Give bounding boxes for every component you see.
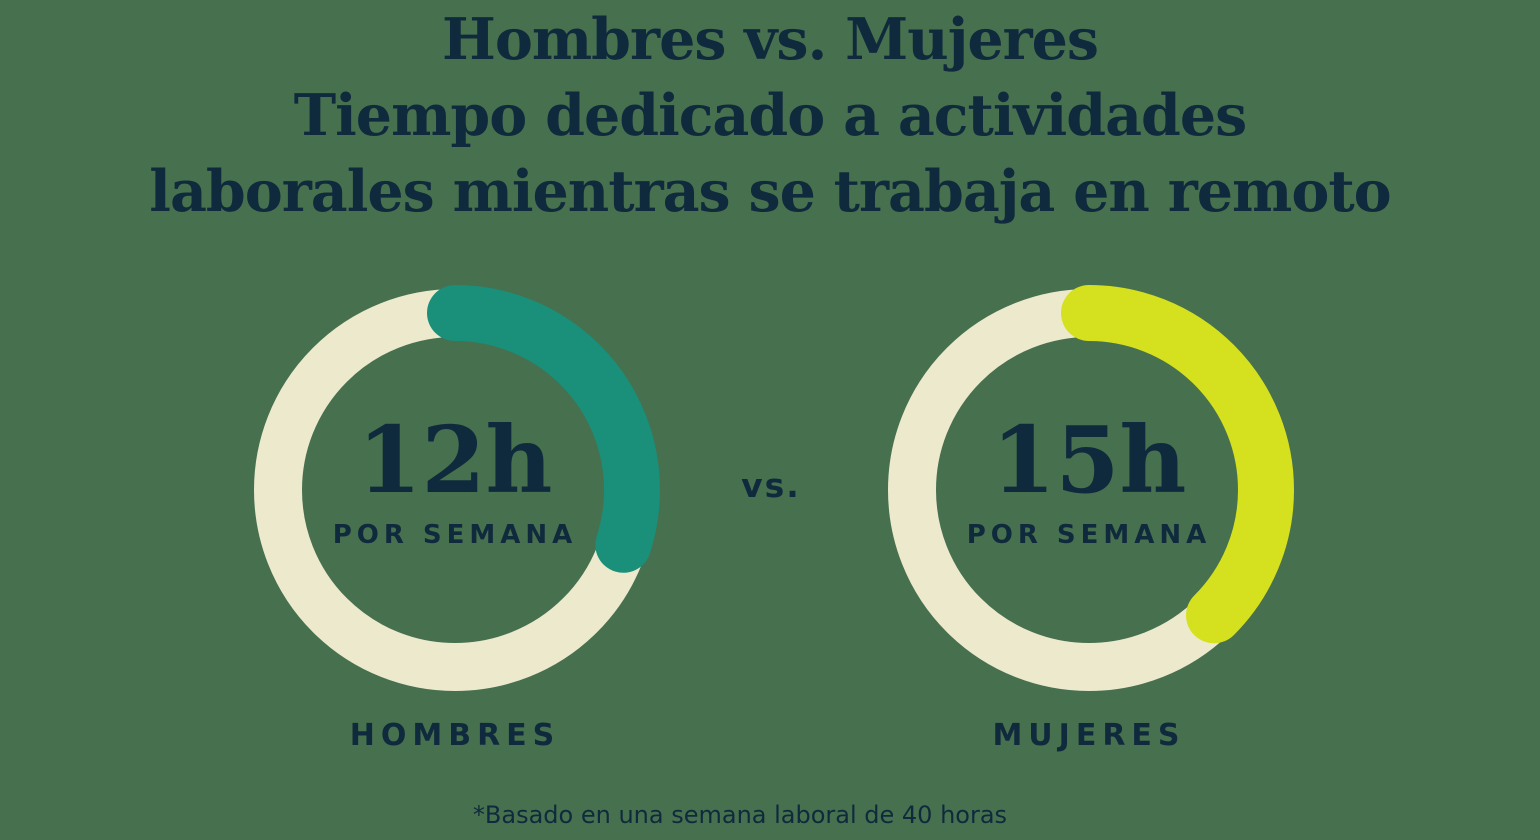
- donut-svg: [250, 285, 660, 695]
- vs-label: vs.: [741, 466, 801, 505]
- donut-svg: [884, 285, 1294, 695]
- donut-arc: [884, 285, 1294, 695]
- donut-arc: [250, 285, 660, 695]
- title-line-2: Tiempo dedicado a actividades: [293, 82, 1248, 149]
- group-label-mujeres: MUJERES: [992, 718, 1186, 753]
- title-line-1: Hombres vs. Mujeres: [442, 6, 1099, 73]
- title-line-3: laborales mientras se trabaja en remoto: [149, 158, 1391, 225]
- page-title: Hombres vs. Mujeres Tiempo dedicado a ac…: [0, 2, 1540, 230]
- donut-chart-mujeres: 15h POR SEMANA: [879, 280, 1299, 700]
- group-label-hombres: HOMBRES: [349, 718, 561, 753]
- donut-chart-hombres: 12h POR SEMANA: [245, 280, 665, 700]
- footnote: *Basado en una semana laboral de 40 hora…: [472, 801, 1008, 829]
